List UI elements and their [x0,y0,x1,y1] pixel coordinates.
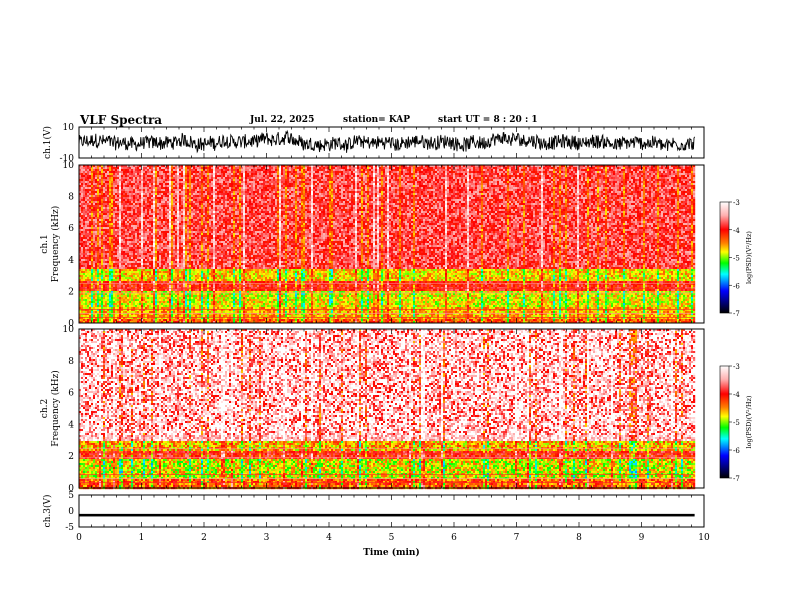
ch1-ylabel: ch.1(V) [42,126,53,159]
ch2-spectrogram-ytick-label: 8 [68,357,74,367]
ch1-spectrogram-colorbar [719,201,730,314]
xtick-label: 7 [514,533,520,543]
ch1-spectrogram-ytick-label: 8 [68,193,74,203]
ch2-spectrogram-colorbar-tick-label: -6 [733,447,740,455]
xtick-label: 10 [698,533,710,543]
ch1-spectrogram-colorbar-tick-label: -3 [733,199,740,207]
xtick-label: 2 [201,533,207,543]
ch2-spectrogram-colorbar-tick-label: -5 [733,419,740,427]
ch1-spectrogram-ytick-label: 10 [63,161,75,171]
xtick-label: 3 [264,533,270,543]
ch1-waveform-line [78,129,696,154]
ch3-waveform-band [79,513,695,517]
ch2-spectrogram-ytick-label: 6 [68,389,74,399]
ch1-spectrogram-colorbar-tick-label: -5 [733,255,740,263]
ch2-spectrogram-ylabel: Frequency (kHz) [50,370,61,447]
ch2-spectrogram-ytick-label: 4 [68,420,74,430]
chart-title: VLF Spectra [80,113,162,127]
ch1-spectrogram-cells [79,165,696,324]
ch1-spectrogram-colorbar-tick-label: -7 [733,310,740,318]
station-label: station= KAP [343,115,410,125]
xtick-label: 9 [639,533,645,543]
ch2-spectrogram-colorbar-label: log(PSD)(V²/Hz) [745,395,753,448]
xtick-label: 5 [389,533,395,543]
ch1-spectrogram-colorbar-tick-label: -6 [733,282,740,290]
ch2-spectrogram-channel-label: ch.2 [40,399,50,418]
ch2-spectrogram-cells [79,329,696,490]
ch2-spectrogram-ytick-label: 0 [68,484,74,494]
ch3-ytick-label: 0 [68,507,74,517]
xtick-label: 0 [76,533,82,543]
ch1-spectrogram-ytick-label: 2 [68,287,74,297]
xtick-label: 4 [326,533,332,543]
ch1-spectrogram-ytick-label: 6 [68,224,74,234]
ch2-spectrogram-ytick-label: 2 [68,452,74,462]
xtick-label: 1 [139,533,145,543]
date-label: Jul. 22, 2025 [250,115,314,125]
ch3-ylabel: ch.3(V) [42,495,53,528]
ch1-ytick-label: 10 [63,123,75,133]
ch1-spectrogram-colorbar-tick-label: -4 [733,227,740,235]
ch2-spectrogram-colorbar-tick-label: -3 [733,363,740,371]
ch1-spectrogram-channel-label: ch.1 [40,234,50,253]
ch1-spectrogram-ylabel: Frequency (kHz) [50,206,61,283]
ch1-ytick-label: -10 [60,154,75,164]
xaxis-label: Time (min) [363,547,420,558]
ch1-spectrogram-ytick-label: 4 [68,256,74,266]
ch3-ytick-label: 5 [68,491,74,501]
ch2-spectrogram-colorbar-tick-label: -4 [733,391,740,399]
xtick-label: 6 [451,533,457,543]
ch1-spectrogram-ytick-label: 0 [68,319,74,329]
ch2-spectrogram-colorbar [719,365,730,479]
xtick-label: 8 [576,533,582,543]
ch3-ytick-label: -5 [65,523,74,533]
ch2-spectrogram-colorbar-tick-label: -7 [733,475,740,483]
ch1-spectrogram-colorbar-label: log(PSD)(V²/Hz) [745,231,753,284]
start-time-label: start UT = 8 : 20 : 1 [438,115,538,125]
ch2-spectrogram-ytick-label: 10 [63,325,75,335]
